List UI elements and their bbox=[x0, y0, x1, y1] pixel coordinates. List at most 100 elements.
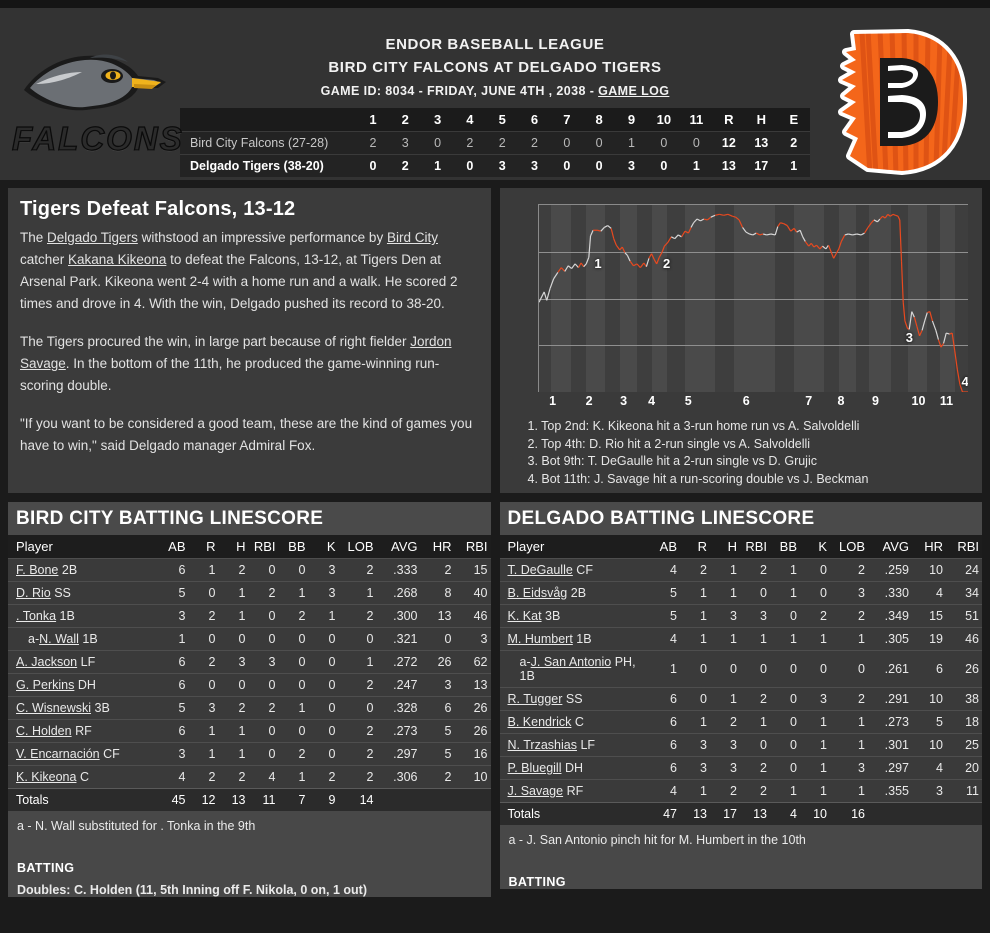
player-link[interactable]: K. Kikeona bbox=[16, 770, 77, 784]
player-link[interactable]: T. DeGaulle bbox=[507, 563, 573, 577]
stat-cell: 0 bbox=[188, 673, 219, 697]
chart-line-segment bbox=[954, 351, 957, 370]
player-link[interactable]: N. Wall bbox=[39, 632, 79, 646]
stat-cell: 10 bbox=[912, 733, 946, 757]
stat-cell: 5 bbox=[646, 604, 680, 628]
player-link[interactable]: C. Holden bbox=[16, 724, 72, 738]
chart-line-segment bbox=[681, 231, 684, 237]
away-batting-table: Player AB R H RBI BB K LOB AVG HR RBI bbox=[8, 535, 491, 811]
link-jordon-savage[interactable]: Jordon Savage bbox=[20, 334, 452, 371]
table-row: K. Kat 3B 5 1 3 3 0 2 2.349 15 51 bbox=[499, 604, 982, 628]
away-team-name: Bird City Falcons (27-28) bbox=[190, 136, 329, 150]
player-position: LF bbox=[576, 738, 596, 752]
player-link[interactable]: . Tonka bbox=[16, 609, 57, 623]
totals-cell: 14 bbox=[338, 788, 377, 811]
stat-cell: 1 bbox=[830, 733, 868, 757]
totals-cell: 10 bbox=[800, 802, 830, 825]
link-delgado-tigers[interactable]: Delgado Tigers bbox=[47, 230, 138, 245]
stat-cell: 0 bbox=[830, 650, 868, 688]
player-link[interactable]: J. San Antonio bbox=[530, 655, 612, 669]
th-h: H bbox=[727, 539, 737, 554]
stat-cell: 0 bbox=[338, 696, 377, 720]
player-link[interactable]: K. Kat bbox=[507, 609, 542, 623]
stat-cell: .306 bbox=[376, 765, 421, 789]
player-link[interactable]: D. Rio bbox=[16, 586, 51, 600]
stat-cell: 3 bbox=[248, 650, 279, 674]
player-position: C bbox=[571, 715, 584, 729]
stat-cell: 1 bbox=[218, 719, 249, 743]
player-cell: a-N. Wall 1B bbox=[8, 627, 155, 651]
chart-line-segment bbox=[654, 259, 657, 264]
chart-line-segment bbox=[856, 234, 860, 235]
chart-line-segment bbox=[613, 239, 616, 246]
player-link[interactable]: N. Trzashias bbox=[507, 738, 577, 752]
totals-cell bbox=[454, 788, 491, 811]
stat-cell: 1 bbox=[830, 710, 868, 734]
chart-line-segment bbox=[922, 321, 925, 330]
table-row: M. Humbert 1B 4 1 1 1 1 1 1.305 19 46 bbox=[499, 627, 982, 651]
chart-line-segment bbox=[811, 243, 814, 247]
th-bb: BB bbox=[288, 539, 306, 554]
player-link[interactable]: R. Tugger bbox=[507, 692, 563, 706]
player-link[interactable]: B. Kendrick bbox=[507, 715, 572, 729]
totals-label: Totals bbox=[8, 788, 155, 811]
link-kakana-kikeona[interactable]: Kakana Kikeona bbox=[68, 252, 167, 267]
linescore-col-4: 4 bbox=[466, 112, 474, 127]
stat-cell: 0 bbox=[218, 627, 249, 651]
stat-cell: .349 bbox=[868, 604, 912, 628]
stat-cell: 1 bbox=[830, 627, 868, 651]
page-header: FALCONS ENDOR BASEBALL LEAGUE BIRD CITY … bbox=[0, 8, 990, 180]
linescore-row-home: Delgado Tigers (38-20) 0 2 1 0 3 3 0 0 3… bbox=[180, 154, 810, 178]
player-link[interactable]: J. Savage bbox=[507, 784, 564, 798]
stat-cell: 1 bbox=[770, 558, 800, 582]
chart-line-segment bbox=[841, 235, 844, 242]
chart-line-segment bbox=[813, 245, 816, 247]
linescore-col-8: 8 bbox=[595, 112, 603, 127]
player-link[interactable]: V. Encarnación bbox=[16, 747, 100, 761]
player-link[interactable]: A. Jackson bbox=[16, 655, 78, 669]
chart-line-segment bbox=[568, 266, 571, 269]
chart-line-segment bbox=[564, 266, 567, 272]
stat-cell: 5 bbox=[646, 581, 680, 605]
home-notes: a - J. San Antonio pinch hit for M. Humb… bbox=[499, 825, 982, 889]
table-row: a-N. Wall 1B 1 0 0 0 0 0 0.321 0 3 bbox=[8, 627, 491, 651]
chart-line-segment bbox=[710, 215, 714, 217]
player-link[interactable]: C. Wisnewski bbox=[16, 701, 92, 715]
linescore-col-11: 11 bbox=[689, 112, 704, 127]
player-link[interactable]: G. Perkins bbox=[16, 678, 75, 692]
player-cell: J. Savage RF bbox=[499, 779, 646, 803]
th-rbi-season: RBI bbox=[957, 539, 979, 554]
stat-cell: 3 bbox=[680, 733, 710, 757]
stat-cell: 2 bbox=[740, 687, 770, 711]
link-bird-city[interactable]: Bird City bbox=[386, 230, 438, 245]
player-link[interactable]: B. Eidsvåg bbox=[507, 586, 568, 600]
away-inning-10: 0 bbox=[660, 136, 668, 150]
linescore-header-row: 1 2 3 4 5 6 7 8 9 10 11 R H E bbox=[180, 108, 810, 132]
stat-cell: 1 bbox=[338, 650, 377, 674]
stat-cell: 1 bbox=[308, 604, 339, 628]
table-row: T. DeGaulle CF 4 2 1 2 1 0 2.259 10 24 bbox=[499, 558, 982, 582]
player-link[interactable]: P. Bluegill bbox=[507, 761, 562, 775]
player-link[interactable]: F. Bone bbox=[16, 563, 59, 577]
chart-line-segment bbox=[938, 340, 941, 347]
chart-line-segment bbox=[583, 264, 586, 267]
home-inning-7: 0 bbox=[563, 159, 571, 173]
totals-cell: 47 bbox=[646, 802, 680, 825]
away-substitution-note: a - N. Wall substituted for . Tonka in t… bbox=[17, 819, 256, 833]
player-position: SS bbox=[562, 692, 583, 706]
totals-cell: 4 bbox=[770, 802, 800, 825]
p1-text-c: catcher bbox=[20, 252, 69, 267]
away-inning-3: 0 bbox=[434, 136, 442, 150]
game-log-link[interactable]: GAME LOG bbox=[598, 84, 670, 98]
stat-cell: 6 bbox=[912, 650, 946, 688]
stat-cell: .297 bbox=[868, 756, 912, 780]
table-row: A. Jackson LF 6 2 3 3 0 0 1.272 26 62 bbox=[8, 650, 491, 674]
player-link[interactable]: M. Humbert bbox=[507, 632, 573, 646]
chart-line-segment bbox=[616, 245, 619, 250]
th-r: R bbox=[697, 539, 707, 554]
away-inning-7: 0 bbox=[563, 136, 571, 150]
player-position: CF bbox=[572, 563, 593, 577]
stat-cell: 4 bbox=[912, 581, 946, 605]
stat-cell: 2 bbox=[800, 604, 830, 628]
home-inning-5: 3 bbox=[498, 159, 506, 173]
